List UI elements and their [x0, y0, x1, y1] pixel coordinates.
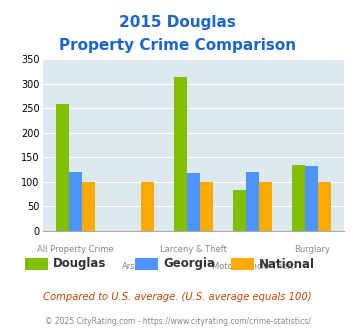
Text: All Property Crime: All Property Crime [37, 245, 114, 254]
Bar [141, 182, 154, 231]
Text: Georgia: Georgia [163, 257, 215, 271]
Text: © 2025 CityRating.com - https://www.cityrating.com/crime-statistics/: © 2025 CityRating.com - https://www.city… [45, 317, 310, 326]
Text: Compared to U.S. average. (U.S. average equals 100): Compared to U.S. average. (U.S. average … [43, 292, 312, 302]
Bar [174, 77, 187, 231]
Text: Property Crime Comparison: Property Crime Comparison [59, 38, 296, 53]
Bar [259, 182, 272, 231]
Bar [82, 182, 95, 231]
Text: 2015 Douglas: 2015 Douglas [119, 15, 236, 30]
Text: Douglas: Douglas [53, 257, 106, 271]
Bar [200, 182, 213, 231]
Text: Larceny & Theft: Larceny & Theft [160, 245, 227, 254]
Text: Motor Vehicle Theft: Motor Vehicle Theft [212, 262, 294, 271]
Bar [318, 182, 331, 231]
Bar [69, 172, 82, 231]
Bar [56, 104, 69, 231]
Text: Arson: Arson [122, 262, 146, 271]
Text: Burglary: Burglary [294, 245, 330, 254]
Bar [305, 166, 318, 231]
Bar [246, 172, 259, 231]
Bar [187, 173, 200, 231]
Bar [292, 165, 305, 231]
Bar [233, 190, 246, 231]
Text: National: National [259, 257, 315, 271]
